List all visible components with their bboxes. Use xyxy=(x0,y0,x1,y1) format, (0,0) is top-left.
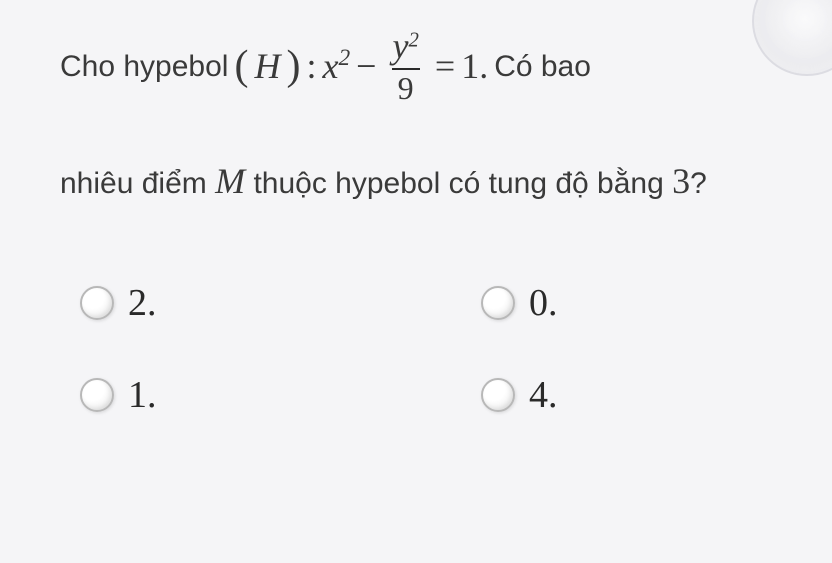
question-suffix-1: Có bao xyxy=(494,43,591,91)
question-prefix: Cho hypebol xyxy=(60,43,228,91)
q2-part-a: nhiêu điểm xyxy=(60,167,215,200)
y-exp: 2 xyxy=(408,28,418,51)
point-M: M xyxy=(215,161,245,201)
option-a[interactable]: 2. xyxy=(80,281,401,325)
q2-part-b: thuộc hypebol có tung độ bằng xyxy=(245,167,672,200)
option-d[interactable]: 4. xyxy=(441,373,762,417)
fraction-denominator: 9 xyxy=(392,68,420,106)
option-a-label: 2. xyxy=(128,281,157,325)
question-line-2: nhiêu điểm M thuộc hypebol có tung độ bằ… xyxy=(60,153,802,211)
fraction: y2 9 xyxy=(386,28,424,105)
option-b[interactable]: 0. xyxy=(441,281,762,325)
q2-value: 3 xyxy=(672,161,690,201)
x-exp: 2 xyxy=(338,45,350,71)
hyperbola-label: H xyxy=(254,38,280,96)
radio-icon[interactable] xyxy=(481,286,515,320)
minus-sign: − xyxy=(356,38,376,96)
lhs-var: x2 xyxy=(322,38,350,96)
paren-close: ) xyxy=(286,33,300,100)
rhs: 1. xyxy=(461,38,488,96)
question-container: Cho hypebol (H) : x2 − y2 9 = 1. Có bao … xyxy=(0,0,832,447)
option-b-label: 0. xyxy=(529,281,558,325)
x-var: x xyxy=(322,46,338,86)
radio-icon[interactable] xyxy=(481,378,515,412)
colon: : xyxy=(306,38,316,96)
radio-icon[interactable] xyxy=(80,286,114,320)
options-grid: 2. 0. 1. 4. xyxy=(60,281,802,417)
radio-icon[interactable] xyxy=(80,378,114,412)
fraction-numerator: y2 xyxy=(386,28,424,68)
option-c[interactable]: 1. xyxy=(80,373,401,417)
option-d-label: 4. xyxy=(529,373,558,417)
question-line-1: Cho hypebol (H) : x2 − y2 9 = 1. Có bao xyxy=(60,28,802,105)
y-var: y xyxy=(392,26,408,66)
option-c-label: 1. xyxy=(128,373,157,417)
equals-sign: = xyxy=(435,38,455,96)
q2-question-mark: ? xyxy=(690,167,707,200)
paren-open: ( xyxy=(234,33,248,100)
